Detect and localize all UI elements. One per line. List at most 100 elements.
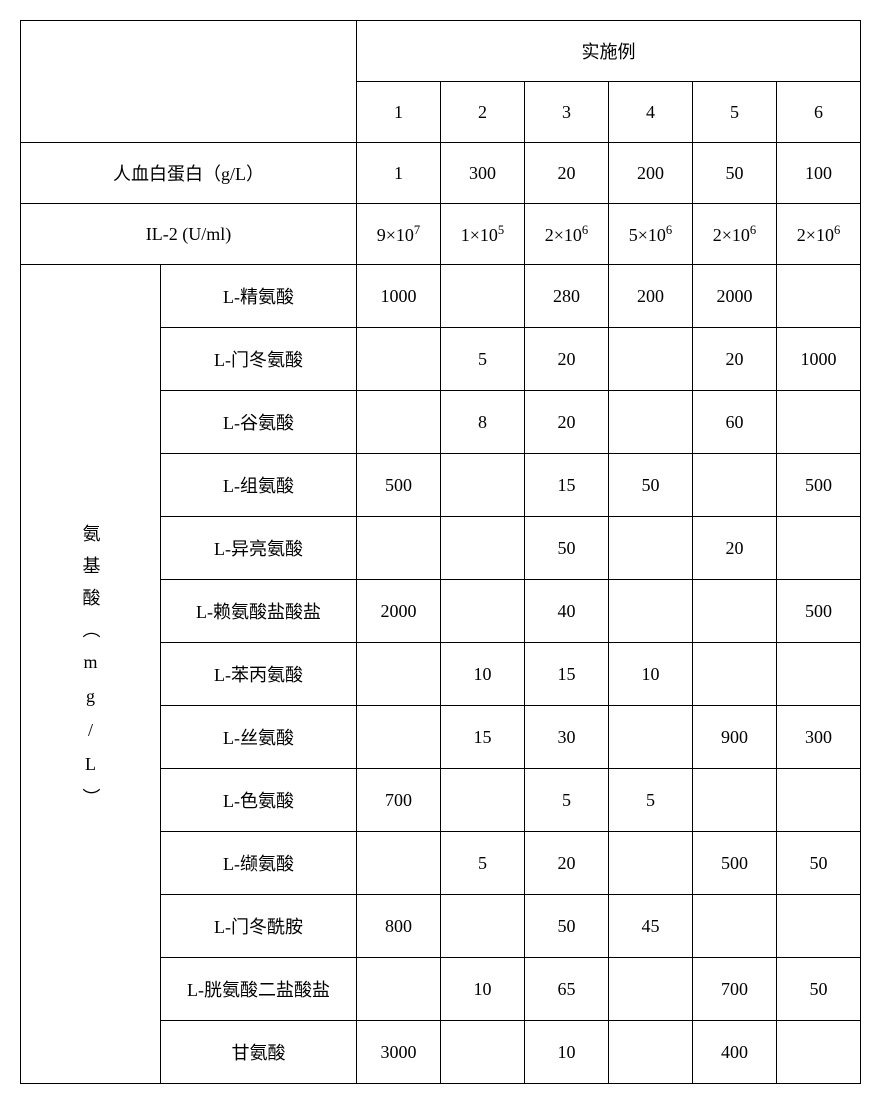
amino-value: 60 [693,391,777,454]
amino-label: L-精氨酸 [161,265,357,328]
amino-value [357,517,441,580]
amino-value: 5 [441,832,525,895]
amino-value: 1000 [357,265,441,328]
amino-value: 500 [357,454,441,517]
amino-label: L-丝氨酸 [161,706,357,769]
amino-value [441,895,525,958]
amino-value: 20 [693,517,777,580]
amino-value [357,958,441,1021]
amino-value [777,265,861,328]
amino-label: L-异亮氨酸 [161,517,357,580]
amino-value: 10 [525,1021,609,1084]
amino-value [609,328,693,391]
amino-value: 10 [609,643,693,706]
amino-value: 20 [693,328,777,391]
amino-value: 5 [441,328,525,391]
amino-value: 10 [441,643,525,706]
amino-value [609,517,693,580]
amino-value: 50 [777,832,861,895]
il2-value: 9×107 [357,204,441,265]
amino-value: 500 [777,580,861,643]
amino-value [357,643,441,706]
albumin-value: 100 [777,143,861,204]
amino-value: 2000 [693,265,777,328]
amino-label: L-缬氨酸 [161,832,357,895]
il2-value: 5×106 [609,204,693,265]
il2-value: 1×105 [441,204,525,265]
data-table: 实施例123456人血白蛋白（g/L）13002020050100IL-2 (U… [20,20,861,1084]
col-header: 5 [693,82,777,143]
amino-value [777,769,861,832]
amino-value: 65 [525,958,609,1021]
amino-value: 5 [525,769,609,832]
amino-value: 50 [609,454,693,517]
albumin-value: 20 [525,143,609,204]
amino-value [777,1021,861,1084]
amino-value: 400 [693,1021,777,1084]
amino-value: 500 [693,832,777,895]
amino-value: 900 [693,706,777,769]
amino-value: 280 [525,265,609,328]
amino-value [777,391,861,454]
amino-value: 40 [525,580,609,643]
amino-value: 20 [525,391,609,454]
amino-value [693,895,777,958]
example-group-header: 实施例 [357,21,861,82]
amino-value [693,769,777,832]
amino-group-label: 氨基酸（mg/L） [21,265,161,1084]
il2-label: IL-2 (U/ml) [21,204,357,265]
amino-value: 800 [357,895,441,958]
amino-value [609,580,693,643]
amino-value: 1000 [777,328,861,391]
amino-value: 3000 [357,1021,441,1084]
amino-value: 50 [777,958,861,1021]
amino-value [693,643,777,706]
amino-value: 8 [441,391,525,454]
amino-value [777,895,861,958]
blank-header [21,21,357,143]
amino-value: 700 [693,958,777,1021]
amino-value [441,769,525,832]
amino-value: 5 [609,769,693,832]
amino-value [777,517,861,580]
albumin-value: 50 [693,143,777,204]
amino-value [441,454,525,517]
amino-value [609,706,693,769]
col-header: 3 [525,82,609,143]
amino-value [441,580,525,643]
amino-value [693,580,777,643]
amino-label: L-胱氨酸二盐酸盐 [161,958,357,1021]
col-header: 4 [609,82,693,143]
amino-value [357,328,441,391]
amino-value [609,958,693,1021]
albumin-value: 300 [441,143,525,204]
amino-value [357,706,441,769]
amino-value [357,832,441,895]
albumin-value: 1 [357,143,441,204]
il2-value: 2×106 [777,204,861,265]
col-header: 2 [441,82,525,143]
amino-value: 50 [525,517,609,580]
amino-label: 甘氨酸 [161,1021,357,1084]
amino-label: L-门冬氨酸 [161,328,357,391]
amino-value: 30 [525,706,609,769]
amino-label: L-谷氨酸 [161,391,357,454]
amino-value: 500 [777,454,861,517]
amino-value: 45 [609,895,693,958]
amino-label: L-赖氨酸盐酸盐 [161,580,357,643]
amino-value [441,517,525,580]
amino-value [693,454,777,517]
col-header: 6 [777,82,861,143]
amino-value [777,643,861,706]
amino-value: 15 [441,706,525,769]
amino-value [357,391,441,454]
amino-value: 700 [357,769,441,832]
col-header: 1 [357,82,441,143]
il2-value: 2×106 [525,204,609,265]
amino-value: 2000 [357,580,441,643]
amino-label: L-组氨酸 [161,454,357,517]
amino-value: 15 [525,454,609,517]
amino-value [441,265,525,328]
albumin-value: 200 [609,143,693,204]
amino-value: 15 [525,643,609,706]
